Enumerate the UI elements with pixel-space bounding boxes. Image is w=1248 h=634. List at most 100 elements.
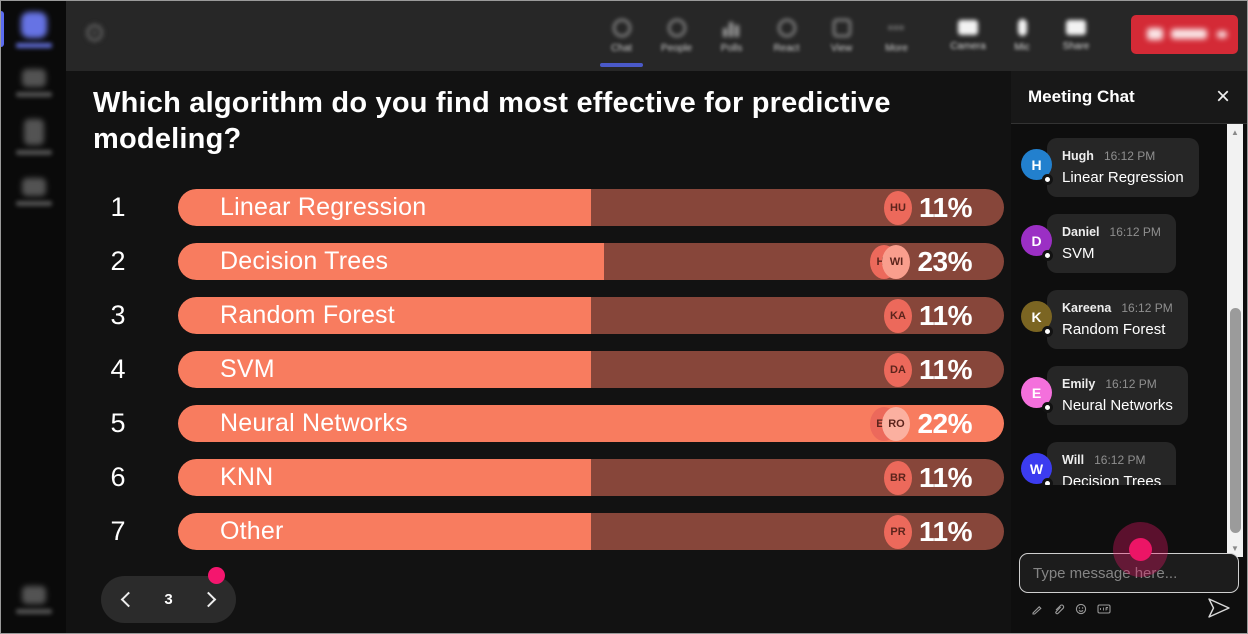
composer-icons <box>1031 603 1111 615</box>
previous-slide-button[interactable] <box>120 591 137 608</box>
option-rank: 5 <box>110 408 126 438</box>
poll-option-row: 5 Neural Networks EMRO22% <box>66 405 1013 442</box>
option-bar-content: SVM DA 11% <box>178 351 1004 388</box>
tab-polls[interactable]: Polls <box>704 1 759 71</box>
close-chat-icon[interactable]: × <box>1215 83 1230 110</box>
chat-bubble: Kareena 16:12 PM Random Forest <box>1047 290 1188 349</box>
scroll-up-arrow-icon[interactable]: ▲ <box>1231 128 1239 137</box>
sidebar-item-4-icon <box>21 178 46 196</box>
sidebar-item-3-icon <box>23 119 44 145</box>
chat-timestamp: 16:12 PM <box>1121 301 1173 315</box>
voter-avatars: EMRO <box>870 406 911 441</box>
tab-chat[interactable]: Chat <box>594 1 649 71</box>
meeting-chat-panel: Meeting Chat × H Hugh 16:12 PM Linear Regre… <box>1011 71 1247 633</box>
chat-bubble: Hugh 16:12 PM Linear Regression <box>1047 138 1199 197</box>
settings-gear-icon[interactable]: ⚙ <box>83 18 107 48</box>
voter-avatar: KA <box>884 298 912 333</box>
voter-avatar: WI <box>882 244 911 279</box>
scroll-down-arrow-icon[interactable]: ▼ <box>1231 544 1239 553</box>
presence-dot-icon <box>1042 174 1053 185</box>
active-tab-underline <box>600 63 643 67</box>
send-message-icon[interactable] <box>1207 597 1231 624</box>
tab-react[interactable]: React <box>759 1 814 71</box>
chat-message-text: Random Forest <box>1062 321 1166 338</box>
presence-dot-icon <box>1042 402 1053 413</box>
option-bar-content: Other PR 11% <box>178 513 1004 550</box>
voter-avatars: HUWI <box>870 244 911 279</box>
sidebar-item-1[interactable] <box>1 12 66 48</box>
sidebar-item-bottom-icon <box>21 586 46 604</box>
share-label: Share <box>1062 41 1090 52</box>
option-bar: Linear Regression HU 11% <box>178 189 1004 226</box>
poll-option-row: 6 KNN BR 11% <box>66 459 1013 496</box>
tab-label-chat: Chat <box>610 42 633 54</box>
format-pen-icon[interactable] <box>1031 603 1043 615</box>
people-icon <box>667 18 686 37</box>
chat-message: E Emily 16:12 PM Neural Networks <box>1021 366 1227 425</box>
sidebar-item-1-icon <box>20 12 47 38</box>
scrollbar-thumb[interactable] <box>1229 308 1241 533</box>
option-rank: 4 <box>110 354 126 384</box>
sidebar-item-2[interactable] <box>1 69 66 97</box>
chat-message-text: SVM <box>1062 245 1095 262</box>
chat-sender-name: Daniel <box>1062 225 1100 239</box>
option-bar-content: Neural Networks EMRO22% <box>178 405 1004 442</box>
emoji-smiley-icon[interactable] <box>1075 603 1087 615</box>
next-slide-button[interactable] <box>200 591 217 608</box>
attachment-paperclip-icon[interactable] <box>1053 603 1065 615</box>
option-bar: Other PR 11% <box>178 513 1004 550</box>
voter-avatar: BR <box>884 460 912 495</box>
chat-sender-name: Hugh <box>1062 149 1094 163</box>
gif-icon[interactable] <box>1097 603 1111 615</box>
tab-people[interactable]: People <box>649 1 704 71</box>
sidebar-item-4[interactable] <box>1 178 66 206</box>
sidebar-item-3-label <box>15 150 52 155</box>
chat-scrollbar[interactable]: ▲ ▼ <box>1227 124 1243 557</box>
chat-message-input[interactable] <box>1019 553 1239 593</box>
option-bar-fill <box>178 513 591 550</box>
poll-option-row: 2 Decision Trees HUWI23% <box>66 243 1013 280</box>
chat-sender-name: Kareena <box>1062 301 1112 315</box>
option-bar: Neural Networks EMRO22% <box>178 405 1004 442</box>
chat-message-text: Linear Regression <box>1062 169 1184 186</box>
leave-button[interactable] <box>1131 15 1238 54</box>
option-bar: SVM DA 11% <box>178 351 1004 388</box>
presence-dot-icon <box>1042 326 1053 337</box>
react-icon <box>777 18 796 37</box>
tab-more[interactable]: ••• More <box>869 1 924 71</box>
option-bar: KNN BR 11% <box>178 459 1004 496</box>
chat-message-head: Kareena 16:12 PM <box>1062 299 1173 317</box>
chat-bubble: Will 16:12 PM Decision Trees <box>1047 442 1177 485</box>
sidebar-item-2-icon <box>21 69 46 87</box>
option-label: Other <box>220 517 284 545</box>
slide-pager: 3 <box>101 576 236 623</box>
toolbar-tabs: Chat People Polls React View ••• More <box>594 1 924 71</box>
tab-label-view: View <box>830 42 853 54</box>
option-label: Neural Networks <box>220 409 408 437</box>
poll-option-row: 4 SVM DA 11% <box>66 351 1013 388</box>
sidebar-item-4-label <box>15 201 52 206</box>
option-bar-content: Decision Trees HUWI23% <box>178 243 1004 280</box>
tab-label-react: React <box>773 42 800 54</box>
poll-option-row: 7 Other PR 11% <box>66 513 1013 550</box>
sidebar-item-3[interactable] <box>1 119 66 155</box>
polls-icon <box>722 19 741 37</box>
option-percent: 22% <box>917 407 972 439</box>
share-button[interactable]: Share <box>1049 1 1103 71</box>
option-rank: 2 <box>110 246 126 276</box>
mic-label: Mic <box>1014 42 1030 53</box>
sidebar-item-bottom[interactable] <box>1 586 66 614</box>
chat-message: K Kareena 16:12 PM Random Forest <box>1021 290 1227 349</box>
more-icon: ••• <box>888 19 905 35</box>
poll-option-row: 3 Random Forest KA 11% <box>66 297 1013 334</box>
chat-message-head: Will 16:12 PM <box>1062 451 1161 469</box>
option-bar-content: KNN BR 11% <box>178 459 1004 496</box>
tab-label-more: More <box>885 42 908 54</box>
option-bar-fill <box>178 405 1004 442</box>
option-bar: Random Forest KA 11% <box>178 297 1004 334</box>
chat-message-head: Emily 16:12 PM <box>1062 375 1173 393</box>
tab-view[interactable]: View <box>814 1 869 71</box>
camera-button[interactable]: Camera <box>941 1 995 71</box>
mic-button[interactable]: Mic <box>995 1 1049 71</box>
toolbar-device-buttons: Camera Mic Share <box>941 1 1103 71</box>
